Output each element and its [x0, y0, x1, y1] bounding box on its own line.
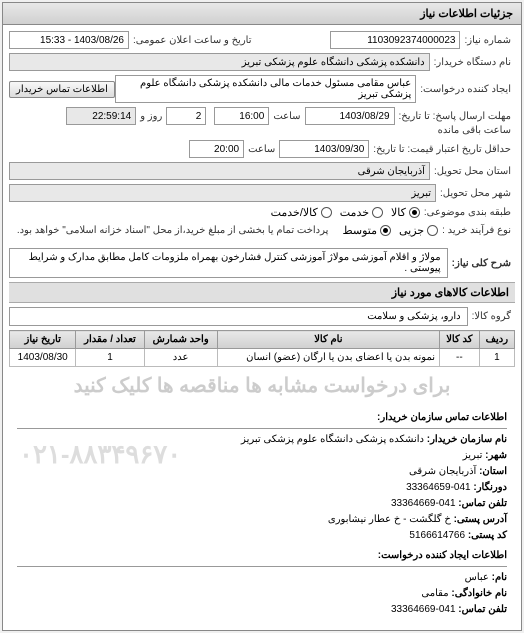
days-field: 2	[166, 107, 206, 125]
radio-icon	[372, 207, 383, 218]
panel-title: جزئیات اطلاعات نیاز	[3, 3, 521, 25]
contact-line: تلفن تماس: 041-33364669	[17, 602, 507, 618]
radio-icon	[409, 207, 420, 218]
province-field: آذربایجان شرقی	[9, 162, 430, 180]
requester-label: ایجاد کننده درخواست:	[416, 84, 515, 95]
contact-title-1: اطلاعات تماس سازمان خریدار:	[17, 410, 507, 429]
process-note: پرداخت تمام یا بخشی از مبلغ خرید،از محل …	[13, 223, 333, 238]
contact-line: آدرس پستی: خ گلگشت - خ عطار نیشابوری	[17, 512, 507, 528]
goods-table: ردیف کد کالا نام کالا واحد شمارش تعداد /…	[9, 330, 515, 367]
watermark-phone: ۰۲۱-۸۸۳۴۹۶۷۰	[19, 434, 181, 476]
remain-label: ساعت باقی مانده	[434, 125, 515, 136]
valid-date-field: 1403/09/30	[279, 140, 369, 158]
cell-name: نمونه بدن یا اعضای بدن یا ارگان (عضو) ان…	[217, 349, 439, 367]
cell-unit: عدد	[144, 349, 217, 367]
contact-line: دورنگار: 041-33364659	[17, 480, 507, 496]
contact-line: تلفن تماس: 041-33364669	[17, 496, 507, 512]
remain-time-field: 22:59:14	[66, 107, 136, 125]
deadline-time-field: 16:00	[214, 107, 269, 125]
announce-field: 1403/08/26 - 15:33	[9, 31, 129, 49]
contact-line: نام خانوادگی: مقامی	[17, 586, 507, 602]
group-label: گروه کالا:	[468, 311, 515, 322]
col-unit: واحد شمارش	[144, 331, 217, 349]
cell-code: --	[440, 349, 480, 367]
table-header-row: ردیف کد کالا نام کالا واحد شمارش تعداد /…	[10, 331, 515, 349]
contact-info-button[interactable]: اطلاعات تماس خریدار	[9, 81, 115, 98]
contact-title-2: اطلاعات ایجاد کننده درخواست:	[17, 548, 507, 567]
budget-label: طبقه بندی موضوعی:	[420, 207, 515, 218]
col-qty: تعداد / مقدار	[76, 331, 144, 349]
process-label: نوع فرآیند خرید :	[438, 225, 515, 236]
col-code: کد کالا	[440, 331, 480, 349]
group-field: دارو، پزشکی و سلامت	[9, 307, 468, 326]
radio-label: کالا	[391, 206, 406, 219]
cell-qty: 1	[76, 349, 144, 367]
watermark-text: برای درخواست مشابه ها مناقصه ها کلیک کنی…	[9, 367, 515, 404]
budget-radio-group: کالا خدمت کالا/خدمت	[271, 206, 420, 219]
process-radio-medium[interactable]: متوسط	[342, 224, 391, 237]
col-row: ردیف	[479, 331, 514, 349]
cell-row: 1	[479, 349, 514, 367]
budget-radio-both[interactable]: کالا/خدمت	[271, 206, 332, 219]
province-label: استان محل تحویل:	[430, 166, 515, 177]
buyer-field: دانشکده پزشکی دانشگاه علوم پزشکی تبریز	[9, 53, 430, 71]
need-no-label: شماره نیاز:	[460, 35, 515, 46]
contact-line: کد پستی: 5166614766	[17, 528, 507, 544]
process-radio-minor[interactable]: جزیی	[399, 224, 438, 237]
desc-field: مولاژ و اقلام آموزشی مولاژ آموزشی کنترل …	[9, 248, 448, 278]
radio-label: جزیی	[399, 224, 424, 237]
radio-icon	[380, 225, 391, 236]
radio-label: متوسط	[342, 224, 377, 237]
radio-icon	[427, 225, 438, 236]
radio-label: کالا/خدمت	[271, 206, 318, 219]
valid-label: حداقل تاریخ اعتبار قیمت: تا تاریخ:	[369, 144, 515, 155]
radio-icon	[321, 207, 332, 218]
valid-time-label: ساعت	[244, 144, 279, 155]
desc-label: شرح کلی نیاز:	[448, 258, 515, 269]
buyer-label: نام دستگاه خریدار:	[430, 57, 515, 68]
city-label: شهر محل تحویل:	[436, 188, 515, 199]
days-label: روز و	[136, 111, 166, 122]
valid-time-field: 20:00	[189, 140, 244, 158]
cell-date: 1403/08/30	[10, 349, 76, 367]
col-date: تاریخ نیاز	[10, 331, 76, 349]
budget-radio-khedmat[interactable]: خدمت	[340, 206, 383, 219]
table-row[interactable]: 1 -- نمونه بدن یا اعضای بدن یا ارگان (عض…	[10, 349, 515, 367]
budget-radio-kala[interactable]: کالا	[391, 206, 420, 219]
deadline-date-field: 1403/08/29	[305, 107, 395, 125]
radio-label: خدمت	[340, 206, 369, 219]
goods-section-title: اطلاعات کالاهای مورد نیاز	[9, 282, 515, 303]
need-no-field: 1103092374000023	[330, 31, 460, 49]
deadline-time-label: ساعت	[269, 111, 304, 122]
city-field: تبریز	[9, 184, 436, 202]
deadline-label: مهلت ارسال پاسخ: تا تاریخ:	[395, 111, 515, 122]
col-name: نام کالا	[217, 331, 439, 349]
announce-label: تاریخ و ساعت اعلان عمومی:	[129, 35, 256, 46]
process-radio-group: جزیی متوسط	[342, 224, 438, 237]
requester-field: عباس مقامی مسئول خدمات مالی دانشکده پزشک…	[115, 75, 416, 103]
contact-line: نام: عباس	[17, 570, 507, 586]
